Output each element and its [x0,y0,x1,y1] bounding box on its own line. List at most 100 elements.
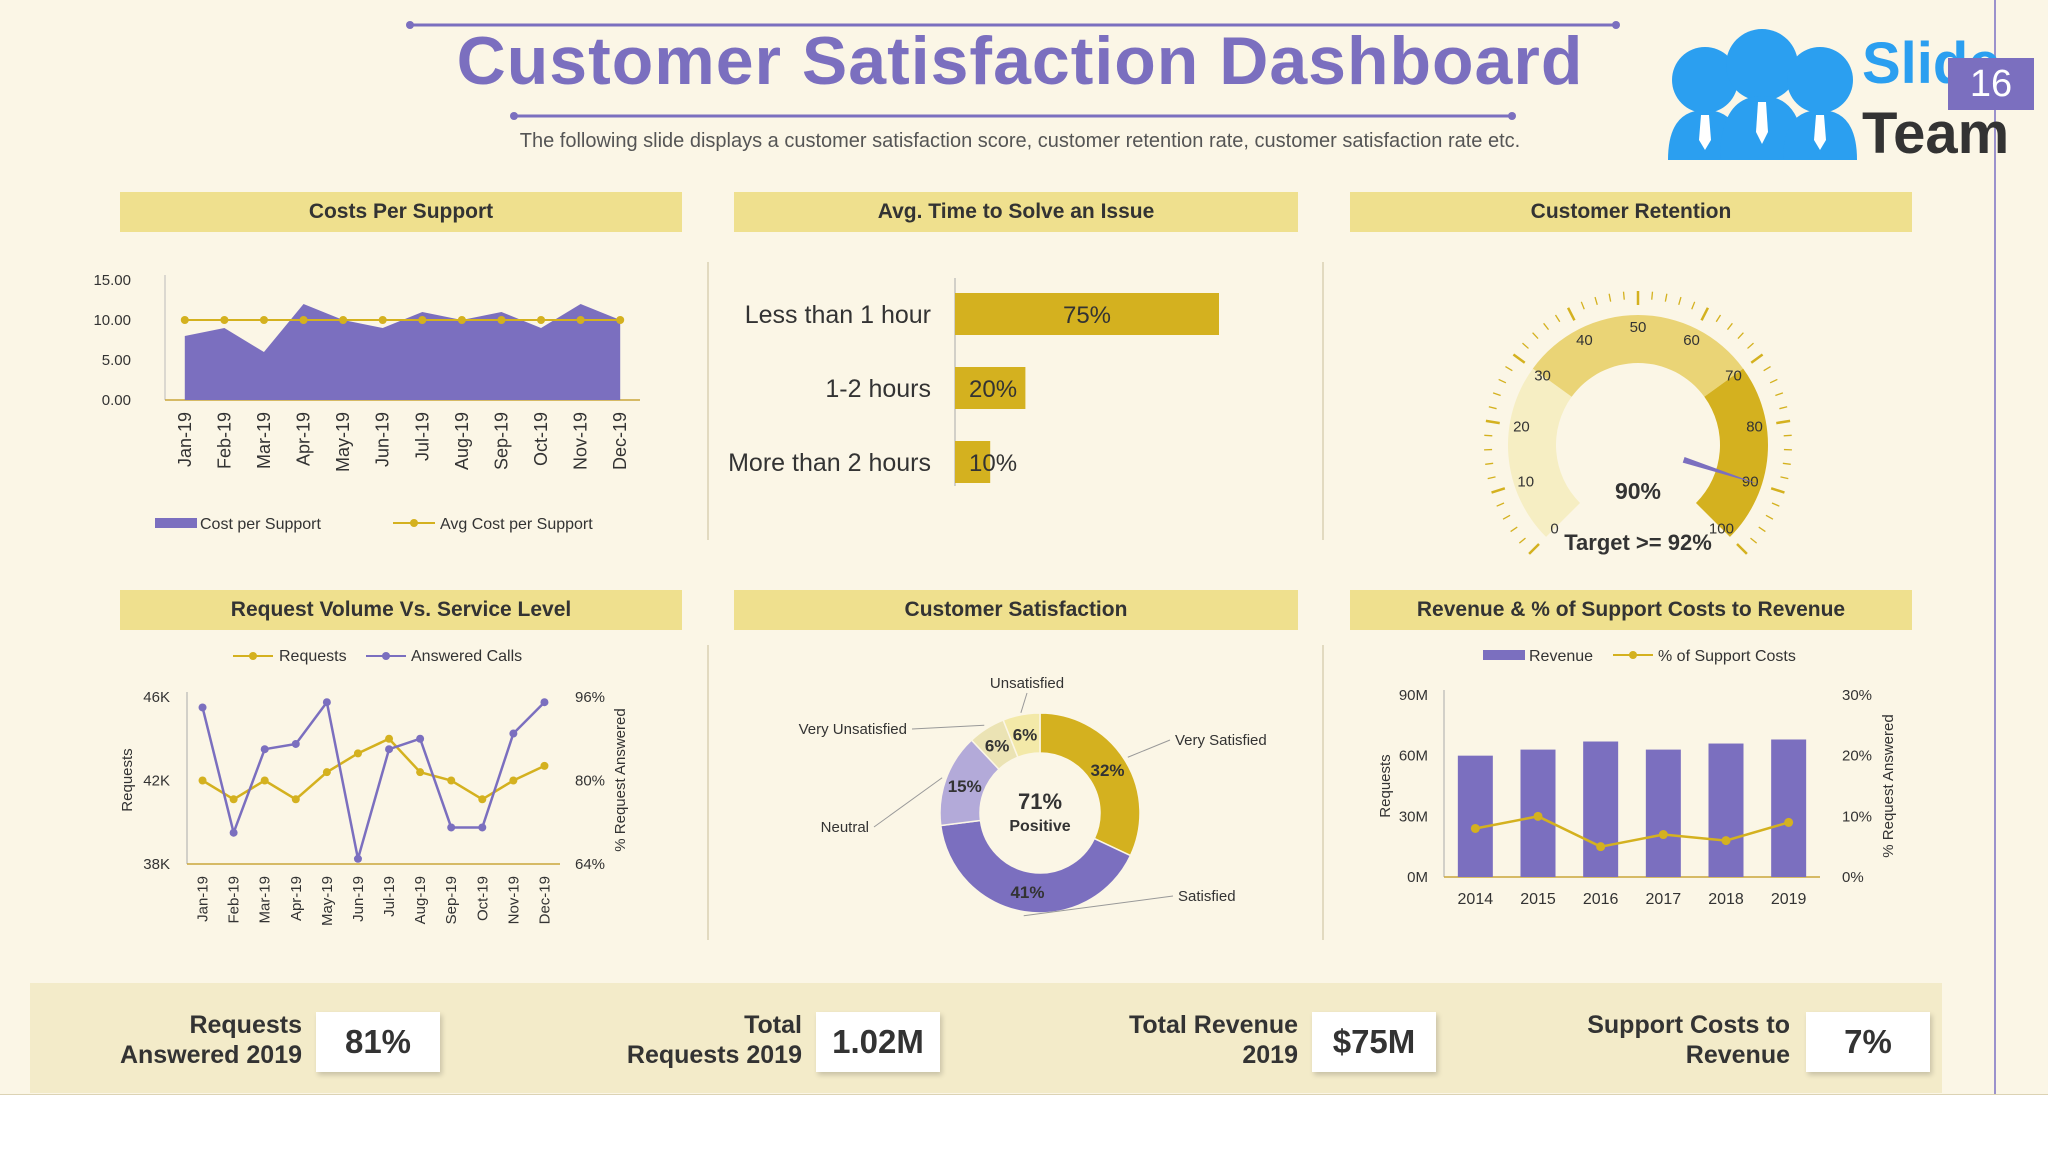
bar [955,293,1219,335]
kpi-label-line: Total Revenue [1128,1011,1298,1039]
gauge-tick [1543,322,1550,331]
x-tick-label: Aug-19 [452,412,472,470]
x-tick-label: 2015 [1520,891,1556,908]
gauge-tick-label: 0 [1550,520,1558,537]
data-point-answered-calls [540,698,549,707]
legend-label-support-costs: % of Support Costs [1658,648,1796,665]
legend-marker-requests [249,652,257,660]
data-point-avg-cost [497,316,506,324]
kpi-label-line: Total [744,1011,802,1039]
data-point-avg-cost [457,316,466,324]
donut-slice [939,819,1132,914]
y-axis-label: Requests [1377,754,1394,817]
y-tick-label: 60M [1399,748,1428,765]
kpi-label-total-requests: Total Requests 2019 [580,1010,802,1070]
panel-header-avg-time: Avg. Time to Solve an Issue [734,192,1298,232]
legend-label-answered-calls: Answered Calls [411,648,522,665]
x-tick-label: Apr-19 [288,876,305,921]
donut-center-value: 71% [1018,789,1062,814]
gauge-tick [1747,342,1754,349]
y-tick-label: 42K [143,773,170,790]
gauge-tick [1758,526,1766,533]
gauge-tick-label: 100 [1709,520,1734,537]
x-tick-label: 2017 [1646,891,1682,908]
data-point-requests [385,734,394,743]
gauge-tick [1691,301,1696,310]
gauge-tick [1770,487,1785,494]
y2-tick-label: 96% [575,689,605,706]
retention-target-label: Target >= 92% [1564,530,1712,555]
x-tick-label: Apr-19 [294,412,314,466]
gauge-tick [1505,366,1513,372]
gauge-tick [1502,514,1511,520]
x-tick-label: Feb-19 [214,412,234,469]
y2-tick-label: 10% [1842,808,1872,825]
bar-revenue [1583,741,1619,877]
data-point-answered-calls [260,745,269,754]
data-point-support-costs [1596,842,1606,852]
gauge-tick [1783,434,1792,437]
gauge-tick [1496,502,1505,507]
gauge-needle [1682,456,1760,485]
data-point-avg-cost [220,316,229,324]
slide-background [0,0,2048,1095]
data-label: 10% [969,450,1017,477]
gauge-tick-label: 40 [1576,332,1593,349]
donut-category-label: Very Satisfied [1175,732,1267,749]
x-tick-label: Jul-19 [381,876,398,917]
data-point-answered-calls [291,739,300,748]
gauge-tick [1779,406,1788,410]
panel-header-satisfaction: Customer Satisfaction [734,590,1298,630]
donut-slice [1002,712,1041,759]
donut-category-label: Satisfied [1178,888,1236,905]
y2-tick-label: 0% [1842,869,1864,886]
donut-slice [1039,712,1141,857]
gauge-tick [1776,419,1791,425]
y-tick-label: 30M [1399,808,1428,825]
y2-axis-label: % Request Answered [612,708,629,851]
donut-leader-line [1020,692,1028,713]
kpi-label-line: Requests 2019 [626,1041,802,1069]
data-point-avg-cost [259,316,268,324]
kpi-label-support-costs: Support Costs to Revenue [1540,1010,1790,1070]
panel-header-costs: Costs Per Support [120,192,682,232]
gauge-tick [1771,502,1780,507]
legend-marker-answered-calls [382,652,390,660]
data-point-support-costs [1533,811,1543,821]
x-tick-label: Dec-19 [536,876,553,924]
gauge-tick [1522,342,1529,349]
y-tick-label: 5.00 [102,352,131,369]
y-tick-label: 0M [1407,869,1428,886]
logo-text-team: Team [1862,101,2010,166]
gauge-band-low [1507,368,1581,537]
gauge-tick [1769,378,1778,384]
gauge-tick [1622,291,1625,300]
gauge-tick-label: 20 [1513,419,1530,436]
kpi-value-requests-answered: 81% [316,1012,440,1072]
y-tick-label: 10.00 [93,312,131,329]
page-subtitle: The following slide displays a customer … [519,130,1521,152]
series-line-answered-calls [201,699,546,860]
data-point-avg-cost [576,316,585,324]
data-label: 20% [969,376,1017,403]
y2-tick-label: 20% [1842,748,1872,765]
donut-data-label: 6% [985,736,1010,755]
data-point-support-costs [1721,836,1731,846]
data-point-requests [229,795,238,804]
gauge-tick [1782,462,1791,465]
gauge-tick [1554,314,1561,323]
kpi-label-total-revenue: Total Revenue 2019 [1080,1010,1298,1070]
gauge-tick-label: 80 [1746,419,1763,436]
bar-revenue [1645,749,1681,877]
data-point-avg-cost [180,316,189,324]
gauge-tick [1750,537,1758,544]
x-tick-label: Sep-19 [443,876,460,924]
x-tick-label: Jul-19 [412,412,432,461]
gauge-tick [1498,378,1507,384]
data-point-support-costs [1470,823,1480,833]
x-tick-label: Oct-19 [531,412,551,466]
y-tick-label: 38K [143,856,170,873]
panel-header-revenue: Revenue & % of Support Costs to Revenue [1350,590,1912,630]
